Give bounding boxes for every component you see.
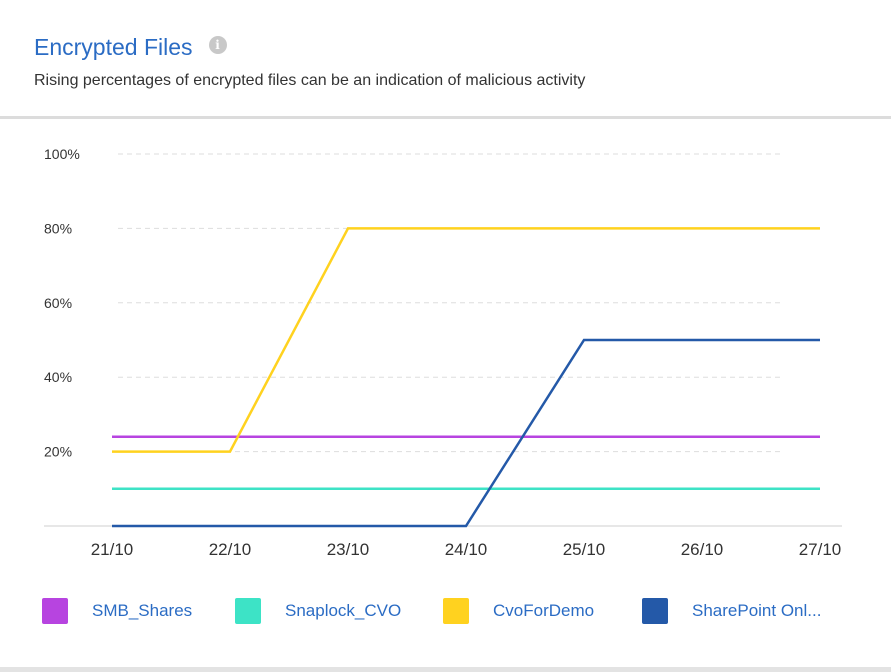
legend-label: Snaplock_CVO — [285, 601, 402, 620]
widget-header: Encrypted Files i Rising percentages of … — [0, 0, 891, 118]
legend-swatch — [235, 598, 261, 624]
footer-divider — [0, 667, 891, 672]
series-line-cvofordemo[interactable] — [112, 227, 820, 453]
series-line-sharepoint-onl[interactable] — [112, 338, 820, 528]
legend-item[interactable]: SharePoint Onl... — [642, 598, 821, 624]
y-tick-label: 40% — [44, 369, 72, 385]
grid-lines — [118, 153, 783, 453]
legend-label: SMB_Shares — [92, 601, 193, 620]
y-tick-label: 20% — [44, 444, 72, 460]
x-tick-label: 23/10 — [327, 540, 370, 559]
title-row: Encrypted Files i — [34, 34, 227, 61]
widget-title: Encrypted Files — [34, 34, 193, 60]
x-tick-label: 26/10 — [681, 540, 724, 559]
chart-legend: SMB_Shares Snaplock_CVO CvoForDemo SharePoi… — [42, 598, 891, 628]
x-tick-label: 22/10 — [209, 540, 252, 559]
legend-label: CvoForDemo — [493, 601, 595, 620]
y-tick-label: 100% — [44, 146, 80, 162]
x-tick-label: 25/10 — [563, 540, 606, 559]
x-tick-label: 21/10 — [91, 540, 134, 559]
y-tick-label: 80% — [44, 220, 72, 236]
x-tick-label: 24/10 — [445, 540, 488, 559]
legend-swatch — [443, 598, 469, 624]
encrypted-files-chart: 100% 80% 60% 40% 20% 21/10 22/10 23/10 24/10 25/… — [44, 146, 842, 559]
series-lines — [112, 227, 820, 528]
widget-subtitle: Rising percentages of encrypted files ca… — [34, 72, 586, 89]
legend-swatch — [642, 598, 668, 624]
x-axis-tick-labels: 21/10 22/10 23/10 24/10 25/10 26/10 27/10 — [91, 540, 842, 559]
legend-swatch — [42, 598, 68, 624]
legend-label: SharePoint Onl... — [692, 601, 822, 620]
legend-item[interactable]: CvoForDemo — [443, 598, 594, 624]
x-tick-label: 27/10 — [799, 540, 842, 559]
header-divider — [0, 116, 891, 119]
legend-item[interactable]: SMB_Shares — [42, 598, 192, 624]
y-axis-tick-labels: 100% 80% 60% 40% 20% — [44, 146, 80, 460]
info-icon[interactable]: i — [208, 35, 227, 54]
y-tick-label: 60% — [44, 295, 72, 311]
legend-item[interactable]: Snaplock_CVO — [235, 598, 401, 624]
